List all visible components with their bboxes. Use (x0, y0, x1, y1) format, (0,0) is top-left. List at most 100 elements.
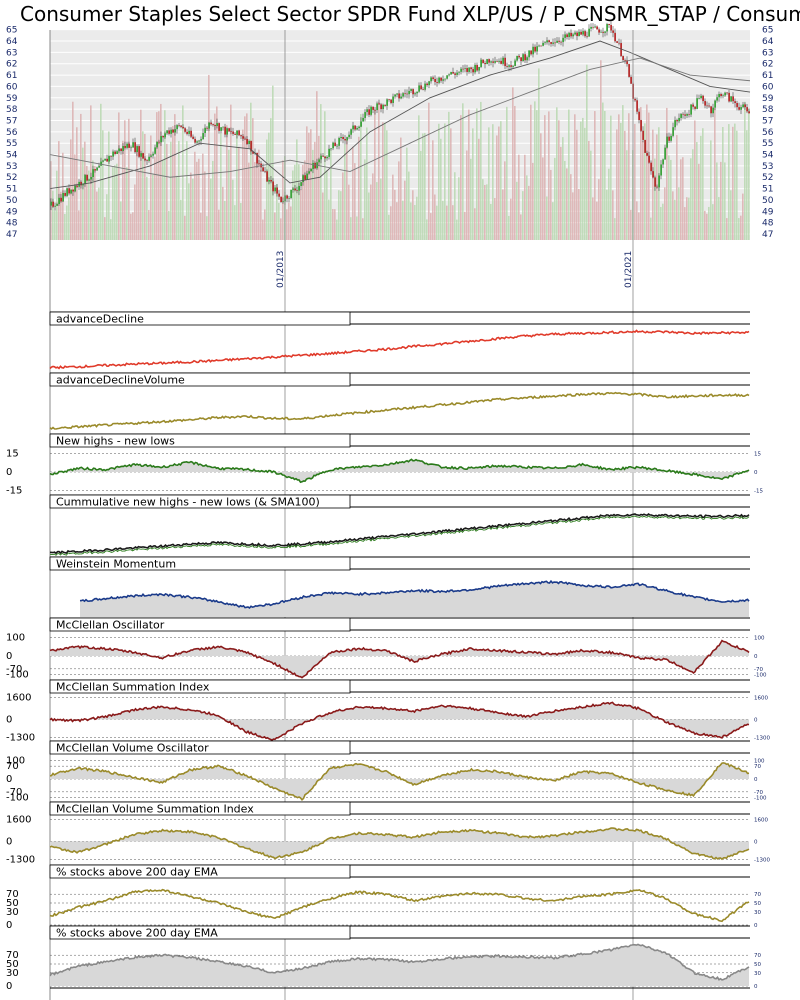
candle-body (60, 197, 62, 202)
candle-body (244, 138, 246, 140)
panel-label-box (49, 925, 351, 940)
volume-bar (262, 219, 264, 240)
volume-bar (410, 202, 412, 240)
candle-body (670, 135, 672, 141)
candle-body (160, 136, 162, 143)
volume-bar (144, 133, 146, 240)
volume-bar (434, 194, 436, 240)
indicator-panel: Weinstein Momentum (49, 556, 750, 617)
volume-bar (686, 197, 688, 240)
candle-body (392, 96, 394, 103)
volume-bar (530, 104, 532, 240)
volume-bar (538, 68, 540, 240)
candle-body (212, 124, 214, 126)
price-tick-label-right: 57 (762, 116, 773, 126)
candle-body (612, 30, 614, 33)
candle-body (486, 59, 488, 65)
panel-tick-label-right: 15 (754, 452, 761, 458)
panel-area-fill (50, 459, 749, 483)
candle-body (270, 179, 272, 182)
candle-body (396, 93, 398, 95)
volume-bar (696, 142, 698, 240)
candle-body (186, 131, 188, 134)
candle-body (250, 140, 252, 152)
panel-tick-label-left: 70 (6, 950, 19, 961)
volume-bar (250, 102, 252, 240)
volume-bar (104, 217, 106, 240)
candle-body (518, 55, 520, 58)
volume-bar (68, 197, 70, 240)
candle-body (294, 188, 296, 191)
volume-bar (564, 160, 566, 240)
candle-body (690, 104, 692, 115)
candle-body (718, 93, 720, 98)
volume-bar (380, 178, 382, 240)
volume-bar (682, 157, 684, 240)
volume-bar (708, 206, 710, 240)
price-tick-label-right: 55 (762, 139, 773, 149)
volume-bar (400, 137, 402, 240)
candle-body (488, 59, 490, 63)
candle-body (614, 32, 616, 42)
candle-body (104, 158, 106, 161)
volume-bar (234, 205, 236, 240)
candle-body (536, 46, 538, 52)
candle-body (412, 89, 414, 95)
candle-body (618, 42, 620, 44)
candle-body (144, 158, 146, 161)
volume-bar (586, 64, 588, 240)
candle-body (262, 167, 264, 172)
volume-bar (374, 109, 376, 240)
panel-tick-label-left: 70 (6, 889, 19, 900)
volume-bar (714, 108, 716, 240)
candle-body (638, 111, 640, 121)
volume-bar (736, 130, 738, 240)
panel-area-fill (50, 640, 749, 678)
volume-bar (570, 174, 572, 240)
panel-tick-label-left: 100 (6, 756, 25, 767)
candle-body (114, 151, 116, 155)
price-tick-label-right: 51 (762, 185, 773, 195)
volume-bar (520, 214, 522, 240)
price-tick-label-left: 55 (6, 139, 17, 149)
price-tick-label-left: 58 (6, 105, 18, 115)
volume-bar (566, 168, 568, 240)
volume-bar (392, 174, 394, 240)
candle-body (608, 24, 610, 25)
candle-body (604, 31, 606, 33)
candle-body (124, 146, 126, 148)
candle-body (376, 103, 378, 111)
panel-tick-label-left: 0 (6, 836, 12, 847)
candle-body (322, 155, 324, 157)
candle-body (356, 128, 358, 130)
candle-body (636, 100, 638, 112)
candle-body (502, 57, 504, 64)
candle-body (310, 168, 312, 172)
candle-body (628, 64, 630, 77)
candle-body (532, 46, 534, 55)
candle-body (92, 169, 94, 177)
panel-tick-label-right: -15 (754, 488, 763, 494)
price-tick-label-left: 61 (6, 71, 17, 81)
panel-label-box (49, 864, 351, 879)
volume-bar (488, 127, 490, 240)
volume-bar (426, 219, 428, 240)
volume-bar (532, 162, 534, 240)
panel-tick-label-right: 30 (754, 971, 761, 977)
candle-body (94, 169, 96, 171)
volume-bar (346, 140, 348, 240)
volume-bar (208, 74, 210, 240)
panel-label: % stocks above 200 day EMA (56, 927, 218, 940)
volume-bar (160, 103, 162, 240)
volume-bar (416, 196, 418, 240)
candle-body (694, 106, 696, 109)
candle-body (364, 112, 366, 118)
candle-body (80, 181, 82, 186)
candle-body (248, 140, 250, 144)
volume-bar (562, 137, 564, 240)
candle-body (710, 106, 712, 114)
volume-bar (164, 110, 166, 240)
candle-body (560, 41, 562, 43)
price-tick-label-right: 58 (762, 105, 774, 115)
volume-bar (414, 205, 416, 240)
